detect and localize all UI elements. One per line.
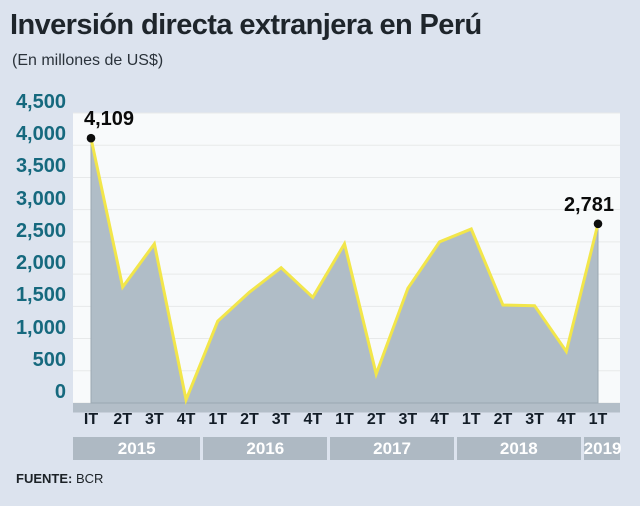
trend-line [89, 137, 600, 405]
y-tick-label: 2,000 [15, 252, 66, 275]
y-tick-label: 4,000 [15, 123, 66, 146]
x-tick-label: 1T [335, 411, 354, 428]
y-tick-label: 2,500 [15, 219, 66, 242]
value-annotation: 2,781 [563, 193, 614, 216]
year-band: 2019 [583, 437, 622, 460]
source-label: FUENTE: [16, 471, 73, 486]
y-tick-label: 4,500 [15, 91, 66, 113]
data-point-dot [86, 133, 96, 143]
x-tick-label: 4T [176, 411, 196, 428]
year-band: 2016 [203, 437, 328, 460]
x-tick-label: 3T [398, 411, 418, 428]
x-tick-label: 2T [113, 411, 133, 428]
x-tick-label: 2T [366, 411, 386, 428]
value-annotation: 4,109 [84, 108, 135, 131]
year-band: 2017 [330, 437, 454, 460]
page-title: Inversión directa extranjera en Perú [10, 9, 482, 41]
x-tick-label: 1T [588, 411, 608, 428]
y-tick-label: 500 [32, 348, 66, 371]
x-tick-label: 3T [525, 411, 544, 428]
x-tick-label: 3T [271, 411, 291, 428]
source-note: FUENTE: BCR [16, 471, 103, 486]
y-tick-label: 1,000 [15, 316, 66, 339]
y-tick-label: 3,500 [15, 155, 66, 178]
x-tick-label: 1T [461, 411, 481, 428]
x-tick-label: 2T [240, 411, 259, 428]
x-tick-label: 4T [303, 411, 323, 428]
year-band: 2015 [73, 437, 201, 460]
y-tick-label: 3,000 [15, 187, 66, 210]
x-tick-label: 3T [145, 411, 164, 428]
source-value-text: BCR [75, 471, 104, 486]
page-subtitle: (En millones de US$) [12, 52, 164, 69]
x-tick-label: 4T [556, 411, 576, 428]
x-tick-label: 1T [208, 411, 228, 428]
x-axis-bar [73, 403, 620, 413]
x-tick-label: 2T [493, 411, 513, 428]
y-tick-label: 1,500 [15, 284, 66, 307]
year-band: 2018 [456, 437, 581, 460]
data-point-dot [593, 219, 603, 229]
x-tick-label: 4T [430, 411, 449, 428]
y-tick-label: 0 [54, 381, 66, 403]
x-tick-label: IT [83, 411, 99, 428]
